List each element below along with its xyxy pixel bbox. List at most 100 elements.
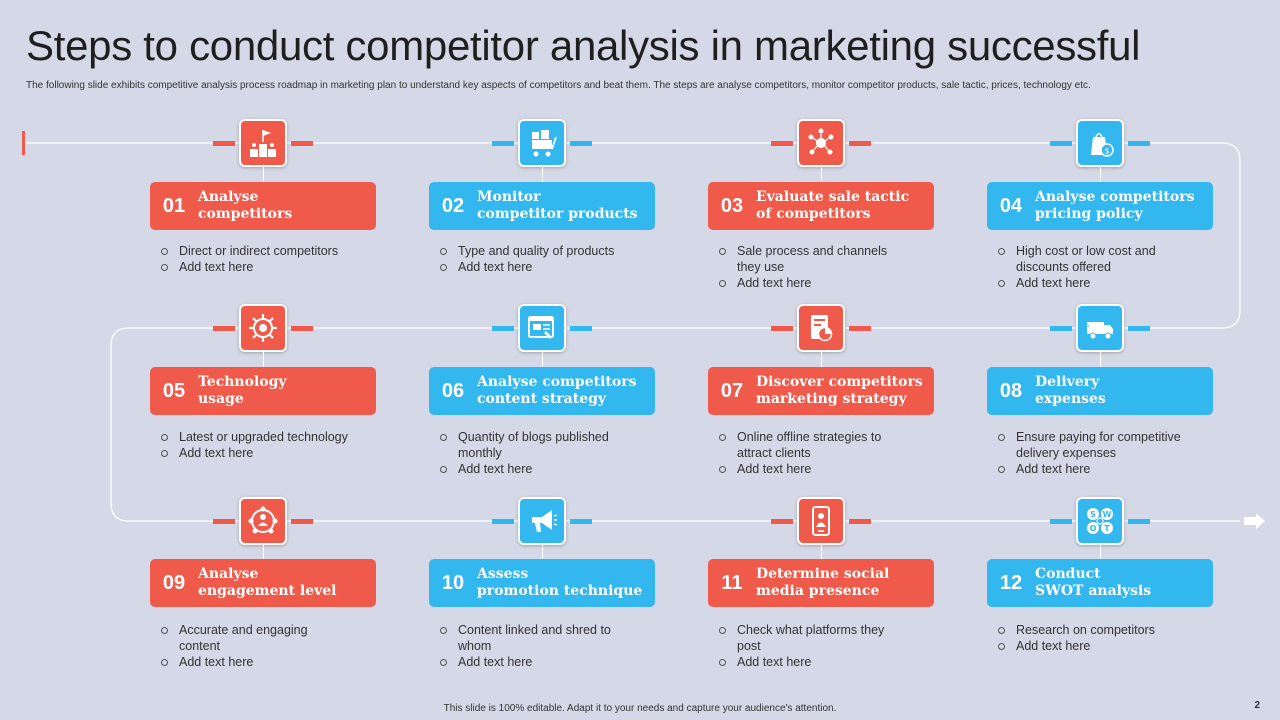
bullet-item: Latest or upgraded technology xyxy=(158,429,348,445)
icon-connector-tick xyxy=(542,352,543,367)
connector-stub xyxy=(849,326,871,331)
step-title: Evaluate sale tactic of competitors xyxy=(756,189,910,222)
content-web-icon xyxy=(518,304,566,352)
step-number: 10 xyxy=(441,571,465,594)
connector-stub xyxy=(771,326,793,331)
bullet-item: Sale process and channels they use xyxy=(716,243,906,275)
step-bullets: Online offline strategies to attract cli… xyxy=(716,429,906,477)
bullet-item: Add text here xyxy=(995,638,1195,654)
icon-connector-tick xyxy=(263,352,264,367)
icon-connector-tick xyxy=(263,545,264,559)
step-number: 12 xyxy=(999,571,1023,594)
connector-stub xyxy=(1128,519,1150,524)
connector-stub xyxy=(492,519,514,524)
step-number: 02 xyxy=(441,194,465,217)
svg-text:$: $ xyxy=(1104,147,1109,156)
step-title: Discover competitors marketing strategy xyxy=(756,374,923,407)
step-bullets: Sale process and channels they use Add te… xyxy=(716,243,906,291)
step-header: 10 Assess promotion technique xyxy=(429,559,655,607)
step-header: 12 Conduct SWOT analysis xyxy=(987,559,1213,607)
connector-stub xyxy=(213,141,235,146)
bullet-item: Ensure paying for competitive delivery e… xyxy=(995,429,1195,461)
step-title: Determine social media presence xyxy=(756,566,890,599)
page-number: 2 xyxy=(1254,700,1260,711)
step-number: 07 xyxy=(720,379,744,402)
connector-stub xyxy=(570,326,592,331)
icon-connector-tick xyxy=(821,167,822,182)
footer-note: This slide is 100% editable. Adapt it to… xyxy=(443,703,837,714)
connector-stub xyxy=(291,326,313,331)
step-title: Delivery expenses xyxy=(1035,374,1106,407)
connector-stub xyxy=(213,519,235,524)
connector-stub xyxy=(1050,141,1072,146)
step-title: Analyse competitors content strategy xyxy=(477,374,637,407)
step-bullets: Check what platforms they post Add text h… xyxy=(716,622,906,670)
megaphone-icon xyxy=(518,497,566,545)
step-header: 05 Technology usage xyxy=(150,367,376,415)
step-header: 06 Analyse competitors content strategy xyxy=(429,367,655,415)
step-title: Technology usage xyxy=(198,374,287,407)
step-title: Conduct SWOT analysis xyxy=(1035,566,1152,599)
bullet-item: High cost or low cost and discounts offe… xyxy=(995,243,1195,275)
step-header: 02 Monitor competitor products xyxy=(429,182,655,230)
step-number: 04 xyxy=(999,194,1023,217)
step-bullets: Research on competitors Add text here xyxy=(995,622,1195,654)
bullet-item: Check what platforms they post xyxy=(716,622,906,654)
slide-title: Steps to conduct competitor analysis in … xyxy=(26,22,1141,69)
connector-stub xyxy=(1050,519,1072,524)
icon-connector-tick xyxy=(821,545,822,559)
step-title: Assess promotion technique xyxy=(477,566,643,599)
bullet-item: Add text here xyxy=(437,259,627,275)
podium-flag-icon xyxy=(239,119,287,167)
connector-stub xyxy=(1128,326,1150,331)
bullet-item: Add text here xyxy=(995,461,1195,477)
connector-stub xyxy=(291,519,313,524)
bullet-item: Type and quality of products xyxy=(437,243,627,259)
icon-connector-tick xyxy=(1100,167,1101,182)
svg-text:O: O xyxy=(1090,524,1097,533)
bullet-item: Add text here xyxy=(437,654,627,670)
delivery-truck-icon xyxy=(1076,304,1124,352)
connector-stub xyxy=(492,141,514,146)
bullet-item: Add text here xyxy=(158,654,348,670)
gear-web-icon xyxy=(239,304,287,352)
smartphone-person-icon xyxy=(797,497,845,545)
step-number: 03 xyxy=(720,194,744,217)
step-number: 09 xyxy=(162,571,186,594)
connector-stub xyxy=(570,141,592,146)
connector-stub xyxy=(849,141,871,146)
bullet-item: Add text here xyxy=(158,445,348,461)
step-number: 08 xyxy=(999,379,1023,402)
bullet-item: Research on competitors xyxy=(995,622,1195,638)
step-header: 08 Delivery expenses xyxy=(987,367,1213,415)
step-title: Analyse engagement level xyxy=(198,566,337,599)
step-header: 09 Analyse engagement level xyxy=(150,559,376,607)
bullet-item: Accurate and engaging content xyxy=(158,622,348,654)
connector-stub xyxy=(291,141,313,146)
step-bullets: Quantity of blogs published monthly Add t… xyxy=(437,429,627,477)
step-title: Analyse competitors pricing policy xyxy=(1035,189,1195,222)
step-bullets: Type and quality of products Add text her… xyxy=(437,243,627,275)
price-bag-icon: $ xyxy=(1076,119,1124,167)
bullet-item: Add text here xyxy=(437,461,627,477)
slide-subtitle: The following slide exhibits competitive… xyxy=(26,80,1091,91)
bullet-item: Quantity of blogs published monthly xyxy=(437,429,627,461)
step-number: 11 xyxy=(721,571,743,594)
step-header: 11 Determine social media presence xyxy=(708,559,934,607)
connector-stub xyxy=(771,519,793,524)
svg-text:W: W xyxy=(1103,510,1112,519)
bullet-item: Direct or indirect competitors xyxy=(158,243,348,259)
bullet-item: Add text here xyxy=(995,275,1195,291)
roadmap-start-marker xyxy=(22,131,25,155)
connector-stub xyxy=(1050,326,1072,331)
icon-connector-tick xyxy=(1100,545,1101,559)
bullet-item: Add text here xyxy=(716,654,906,670)
step-title: Analyse competitors xyxy=(198,189,293,222)
connector-stub xyxy=(771,141,793,146)
step-bullets: Direct or indirect competitors Add text h… xyxy=(158,243,348,275)
step-number: 06 xyxy=(441,379,465,402)
step-title: Monitor competitor products xyxy=(477,189,638,222)
bullet-item: Add text here xyxy=(158,259,348,275)
